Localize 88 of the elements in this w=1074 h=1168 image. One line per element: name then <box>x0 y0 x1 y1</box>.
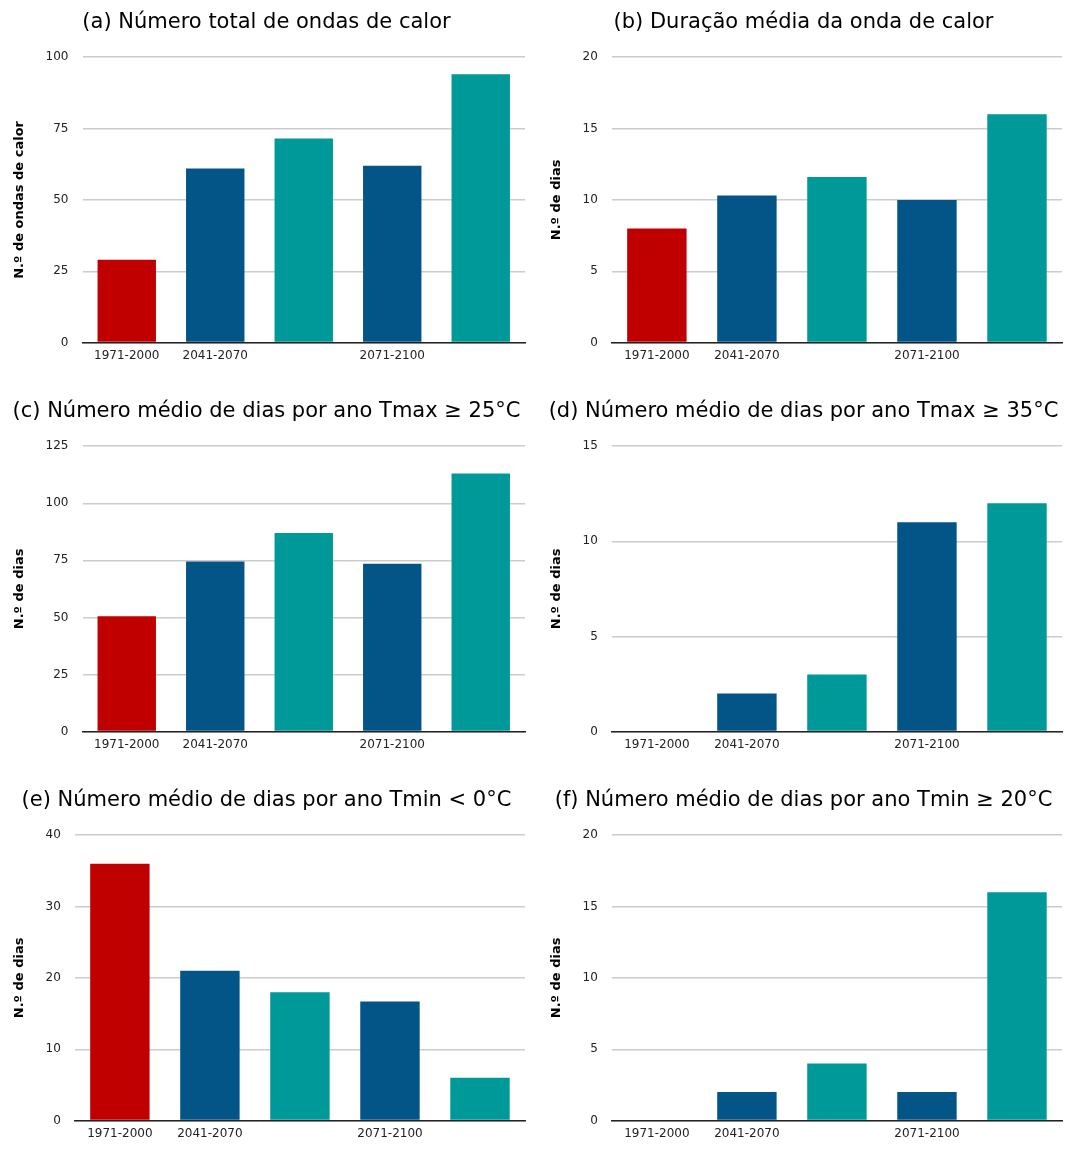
bar <box>90 863 150 1120</box>
y-axis-title: N.º de dias <box>11 548 27 630</box>
bar <box>807 674 867 731</box>
y-tick-label: 100 <box>45 49 69 64</box>
bar <box>270 992 330 1120</box>
bar <box>717 693 777 731</box>
bar <box>987 503 1047 731</box>
y-tick-label: 0 <box>590 334 598 349</box>
x-tick-label: 1971-2000 <box>624 347 690 362</box>
y-tick-label: 25 <box>53 666 69 681</box>
x-tick-label: 1971-2000 <box>624 1125 690 1140</box>
y-tick-label: 0 <box>590 723 598 738</box>
y-tick-label: 10 <box>582 533 598 548</box>
bar <box>717 195 777 342</box>
x-tick-label: 2041-2070 <box>714 347 780 362</box>
bar <box>450 1077 510 1120</box>
y-tick-label: 125 <box>45 438 69 453</box>
y-axis-title: N.º de dias <box>548 548 564 630</box>
y-tick-label: 25 <box>53 263 69 278</box>
bar <box>363 165 422 342</box>
y-tick-label: 50 <box>53 609 69 624</box>
x-tick-label: 2041-2070 <box>714 1125 780 1140</box>
y-tick-label: 30 <box>45 898 61 913</box>
x-tick-label: 2071-2100 <box>357 1125 423 1140</box>
bar <box>451 473 510 731</box>
bar <box>97 616 156 731</box>
bar <box>987 892 1047 1120</box>
bar <box>97 259 156 342</box>
y-axis-title: N.º de dias <box>548 159 564 241</box>
y-tick-label: 40 <box>45 827 61 842</box>
y-tick-label: 50 <box>53 192 69 207</box>
y-tick-label: 75 <box>53 120 69 135</box>
x-tick-label: 2071-2100 <box>894 736 960 751</box>
y-tick-label: 5 <box>590 1041 598 1056</box>
chart-title: (c) Número médio de dias por ano Tmax ≥ 25°C <box>12 398 521 423</box>
y-tick-label: 0 <box>53 1112 61 1127</box>
y-tick-label: 100 <box>45 495 69 510</box>
bar <box>274 138 333 342</box>
y-tick-label: 15 <box>582 120 598 135</box>
x-tick-label: 2071-2100 <box>894 1125 960 1140</box>
y-tick-label: 75 <box>53 552 69 567</box>
y-tick-label: 10 <box>582 192 598 207</box>
x-tick-label: 1971-2000 <box>87 1125 153 1140</box>
x-tick-label: 2041-2070 <box>714 736 780 751</box>
x-tick-label: 2041-2070 <box>182 347 248 362</box>
y-tick-label: 15 <box>582 898 598 913</box>
x-tick-label: 2071-2100 <box>894 347 960 362</box>
x-tick-label: 1971-2000 <box>94 347 160 362</box>
chart-title: (f) Número médio de dias por ano Tmin ≥ 20°C <box>554 787 1053 812</box>
y-tick-label: 20 <box>582 49 598 64</box>
y-axis-title: N.º de ondas de calor <box>11 120 27 279</box>
bar <box>897 199 957 342</box>
bar <box>897 522 957 731</box>
x-tick-label: 2041-2070 <box>182 736 248 751</box>
bar <box>363 563 422 731</box>
bar <box>274 532 333 731</box>
y-tick-label: 0 <box>60 334 69 349</box>
bar <box>717 1092 777 1120</box>
bar <box>807 1063 867 1120</box>
y-tick-label: 5 <box>590 263 598 278</box>
bar <box>897 1092 957 1120</box>
bar <box>186 168 245 342</box>
x-tick-label: 1971-2000 <box>94 736 160 751</box>
bar <box>360 1001 420 1120</box>
x-tick-label: 2071-2100 <box>359 347 425 362</box>
x-tick-label: 1971-2000 <box>624 736 690 751</box>
x-tick-label: 2071-2100 <box>359 736 425 751</box>
y-axis-title: N.º de dias <box>548 937 564 1019</box>
y-tick-label: 15 <box>582 438 598 453</box>
y-tick-label: 0 <box>590 1112 598 1127</box>
chart-title: (d) Número médio de dias por ano Tmax ≥ 35°C <box>548 398 1059 423</box>
bar <box>807 177 867 342</box>
y-tick-label: 20 <box>45 970 61 985</box>
bar <box>987 114 1047 342</box>
bar <box>451 74 510 342</box>
y-axis-title: N.º de dias <box>11 937 27 1019</box>
chart-title: (a) Número total de ondas de calor <box>82 9 451 34</box>
chart-title: (b) Duração média da onda de calor <box>613 9 994 34</box>
bar <box>186 561 245 731</box>
y-tick-label: 5 <box>590 628 598 643</box>
y-tick-label: 10 <box>582 970 598 985</box>
y-tick-label: 0 <box>60 723 69 738</box>
y-tick-label: 20 <box>582 827 598 842</box>
y-tick-label: 10 <box>45 1041 61 1056</box>
chart-title: (e) Número médio de dias por ano Tmin < 0°C <box>21 787 512 812</box>
x-tick-label: 2041-2070 <box>177 1125 243 1140</box>
bar <box>180 970 240 1120</box>
bar <box>627 228 687 342</box>
